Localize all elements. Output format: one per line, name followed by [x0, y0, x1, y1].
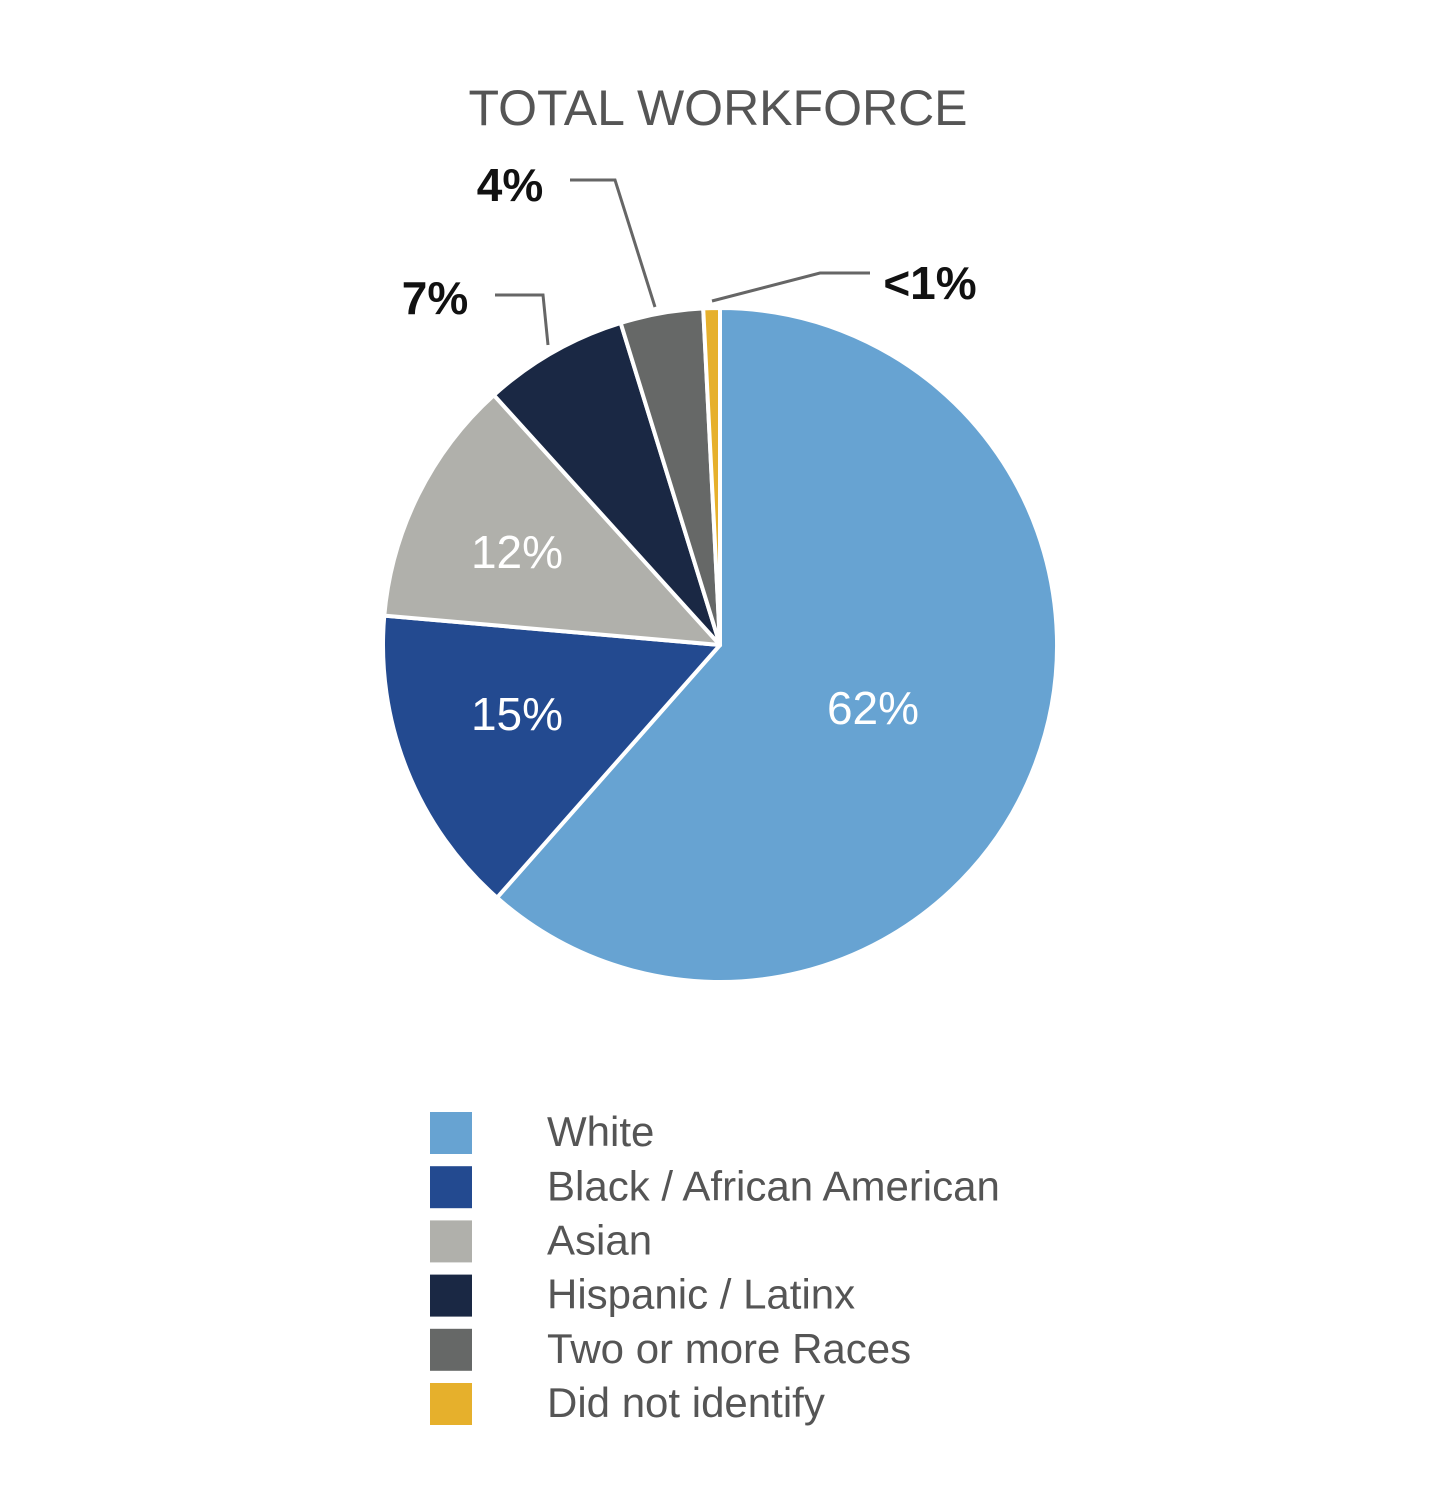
leader-line [570, 178, 657, 308]
data-label: 15% [471, 688, 563, 740]
data-label: 12% [471, 526, 563, 578]
legend-label: Hispanic / Latinx [547, 1271, 855, 1318]
legend-label: White [547, 1108, 654, 1155]
pie-slice [701, 306, 722, 647]
data-label: 4% [477, 159, 543, 211]
legend-label: Black / African American [547, 1162, 1000, 1209]
legend-swatch [430, 1166, 472, 1209]
leader-line [711, 271, 870, 303]
pie-slice [382, 393, 722, 647]
legend-label: Did not identify [547, 1379, 825, 1426]
leader-line [495, 293, 550, 346]
pie-slice [495, 306, 1059, 984]
pie-slice [381, 613, 722, 900]
legend-swatch [430, 1274, 472, 1317]
legend-swatch [430, 1112, 472, 1154]
chart-title: TOTAL WORKFORCE [468, 80, 967, 136]
pie-slice [491, 320, 722, 647]
legend-label: Two or more Races [547, 1325, 911, 1372]
legend-label: Asian [547, 1216, 652, 1263]
data-label: 62% [827, 682, 919, 734]
legend-swatch [430, 1383, 472, 1425]
legend-swatch [430, 1328, 472, 1371]
data-label: <1% [883, 257, 976, 309]
data-label: 7% [402, 272, 468, 324]
legend-swatch [430, 1220, 472, 1263]
